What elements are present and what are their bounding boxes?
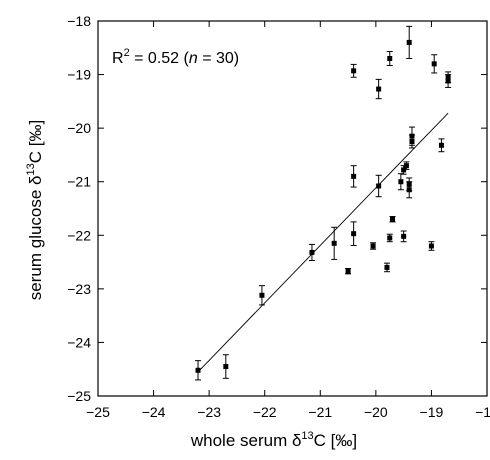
- x-tick-label: −18: [475, 404, 490, 420]
- x-tick-label: −22: [253, 404, 277, 420]
- data-point: [387, 235, 393, 241]
- data-point: [223, 364, 229, 370]
- x-tick-label: −25: [86, 404, 110, 420]
- plot-area: [195, 25, 452, 381]
- data-point: [445, 74, 451, 80]
- data-point: [406, 187, 412, 193]
- y-tick-label: −24: [67, 334, 91, 350]
- y-tick-label: −22: [67, 227, 91, 243]
- data-point: [376, 183, 382, 189]
- y-tick-label: −21: [67, 174, 91, 190]
- data-point: [401, 167, 407, 173]
- r-squared-annotation: R2 = 0.52 (n = 30): [112, 47, 239, 67]
- data-point: [351, 173, 357, 179]
- data-point: [331, 240, 337, 246]
- x-tick-label: −20: [364, 404, 388, 420]
- data-point: [351, 68, 357, 74]
- data-point: [387, 56, 393, 61]
- y-tick-label: −18: [67, 13, 91, 29]
- data-point: [431, 61, 437, 67]
- data-point: [403, 163, 409, 169]
- x-tick-label: −19: [420, 404, 444, 420]
- data-point: [384, 264, 390, 270]
- data-point: [409, 139, 415, 145]
- data-point: [376, 86, 382, 92]
- data-point: [351, 231, 357, 237]
- data-point: [370, 243, 376, 249]
- axes: −25 −24 −23 −22 −21 −20 −19 −18 −25 −24 −23 −22 −21 −…: [67, 13, 490, 420]
- x-tick-label: −21: [308, 404, 332, 420]
- data-point: [345, 268, 351, 274]
- data-point: [398, 179, 404, 185]
- x-axis-title: whole serum δ13C [‰]: [190, 430, 357, 450]
- data-point: [428, 243, 434, 249]
- data-point: [259, 292, 265, 298]
- data-point: [438, 142, 444, 148]
- y-axis-title: serum glucose δ13C [‰]: [25, 120, 45, 300]
- data-point: [390, 216, 396, 222]
- x-tick-label: −24: [142, 404, 166, 420]
- y-tick-label: −19: [67, 67, 91, 83]
- data-point: [195, 367, 201, 373]
- plot-frame: [97, 20, 488, 397]
- y-tick-label: −25: [67, 388, 91, 404]
- data-point: [309, 249, 315, 255]
- regression-line: [197, 112, 449, 373]
- x-tick-label: −23: [197, 404, 221, 420]
- y-tick-label: −23: [67, 281, 91, 297]
- data-point: [401, 233, 407, 239]
- data-point: [406, 39, 412, 45]
- y-tick-label: −20: [67, 120, 91, 136]
